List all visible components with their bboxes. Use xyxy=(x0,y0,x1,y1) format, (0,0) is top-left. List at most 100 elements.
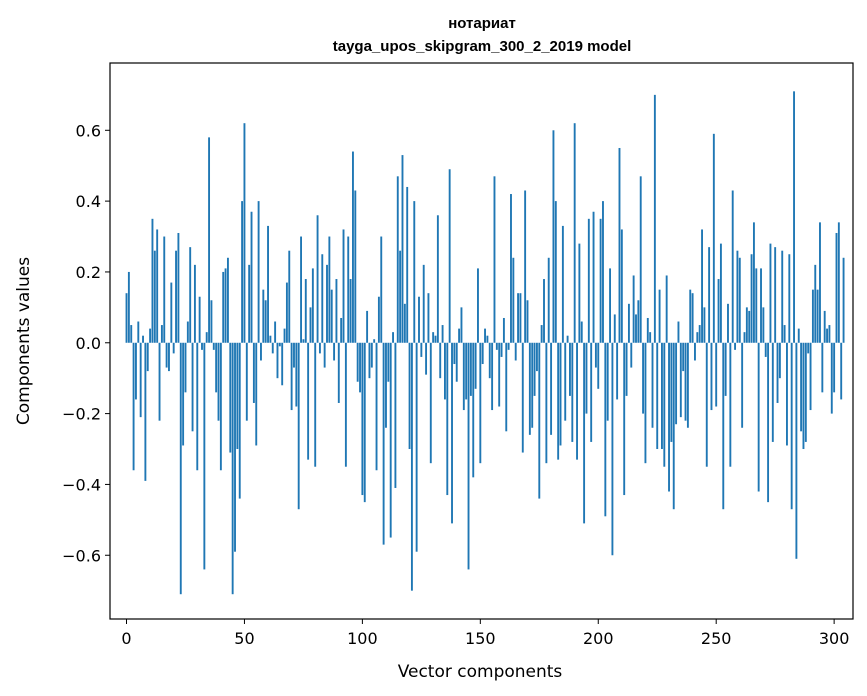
bar-245 xyxy=(703,307,706,343)
bar-137 xyxy=(448,169,451,343)
bar-171 xyxy=(528,342,531,435)
bar-244 xyxy=(701,229,703,343)
chart-subtitle: tayga_upos_skipgram_300_2_2019 model xyxy=(333,38,632,55)
bar-271 xyxy=(764,342,767,357)
bar-228 xyxy=(663,342,666,467)
bar-27 xyxy=(189,247,192,343)
bar-64 xyxy=(276,342,279,379)
bar-209 xyxy=(618,147,621,343)
bar-153 xyxy=(486,335,489,343)
bar-112 xyxy=(389,342,392,538)
bar-35 xyxy=(208,137,211,343)
bar-127 xyxy=(425,342,428,375)
bar-69 xyxy=(288,250,291,343)
bar-139 xyxy=(453,342,456,365)
y-axis-ticks: −0.6 −0.4 −0.2 0.0 0.2 0.4 0.6 xyxy=(62,121,110,565)
bar-151 xyxy=(481,342,484,365)
bar-140 xyxy=(455,342,458,382)
bar-66 xyxy=(281,342,284,386)
bar-24 xyxy=(182,342,185,446)
bar-176 xyxy=(540,325,543,343)
bar-242 xyxy=(696,332,699,343)
bar-233 xyxy=(675,342,678,425)
bar-226 xyxy=(658,289,661,343)
bar-85 xyxy=(326,264,328,343)
bar-105 xyxy=(373,339,376,343)
bar-42 xyxy=(224,268,227,343)
bar-262 xyxy=(743,332,746,343)
bars-group xyxy=(125,91,845,595)
bar-195 xyxy=(585,342,588,414)
bar-3 xyxy=(132,342,135,471)
bar-75 xyxy=(302,339,305,343)
bar-11 xyxy=(151,218,154,343)
bar-81 xyxy=(316,215,319,343)
bar-30 xyxy=(196,342,199,471)
bar-231 xyxy=(670,342,673,442)
bar-219 xyxy=(642,342,645,414)
bar-201 xyxy=(599,218,602,343)
bar-44 xyxy=(229,342,232,453)
x-tick-label: 50 xyxy=(234,629,254,648)
bar-265 xyxy=(750,254,753,343)
bar-234 xyxy=(677,321,680,343)
bar-15 xyxy=(160,325,163,343)
bar-84 xyxy=(323,342,326,368)
bar-73 xyxy=(297,342,300,510)
x-tick-label: 100 xyxy=(347,629,378,648)
y-tick-label: 0.4 xyxy=(76,192,101,211)
bar-134 xyxy=(441,325,444,343)
bar-82 xyxy=(318,342,321,354)
bar-210 xyxy=(620,229,623,343)
bar-143 xyxy=(462,342,465,411)
bar-107 xyxy=(377,296,380,343)
bar-235 xyxy=(679,342,682,418)
bar-253 xyxy=(722,342,725,510)
bar-12 xyxy=(153,250,156,343)
bar-281 xyxy=(788,254,791,343)
y-tick-label: −0.2 xyxy=(62,405,101,424)
y-tick-label: 0.2 xyxy=(76,263,101,282)
y-tick-label: 0.6 xyxy=(76,121,101,140)
bar-21 xyxy=(175,250,177,343)
bar-90 xyxy=(337,342,340,403)
bar-34 xyxy=(205,332,208,343)
bar-280 xyxy=(786,342,788,446)
bar-193 xyxy=(580,321,583,343)
bar-246 xyxy=(705,342,708,467)
bar-251 xyxy=(717,279,720,343)
bar-250 xyxy=(715,342,718,407)
bar-149 xyxy=(477,268,479,343)
bar-240 xyxy=(691,293,694,343)
bar-213 xyxy=(627,303,630,343)
bar-212 xyxy=(625,342,628,396)
bar-221 xyxy=(646,317,649,343)
bar-45 xyxy=(231,342,234,595)
bar-40 xyxy=(219,342,222,471)
bar-222 xyxy=(649,332,652,343)
bar-225 xyxy=(656,342,659,450)
bar-259 xyxy=(736,250,739,343)
bar-157 xyxy=(495,342,498,350)
bar-232 xyxy=(672,342,675,510)
bar-104 xyxy=(370,342,373,368)
bar-136 xyxy=(446,342,449,496)
bar-37 xyxy=(212,342,215,350)
bar-9 xyxy=(146,342,149,372)
bar-227 xyxy=(661,342,663,450)
bar-152 xyxy=(484,328,486,343)
bar-117 xyxy=(401,155,404,343)
bar-165 xyxy=(514,342,517,361)
bar-131 xyxy=(434,335,437,343)
bar-26 xyxy=(186,321,189,343)
bar-261 xyxy=(741,342,744,428)
bar-191 xyxy=(576,342,578,460)
bar-53 xyxy=(250,211,253,343)
bar-241 xyxy=(694,342,696,361)
bar-298 xyxy=(828,325,831,343)
bar-286 xyxy=(800,342,803,432)
bar-293 xyxy=(816,289,819,343)
bar-109 xyxy=(382,342,385,545)
bar-59 xyxy=(264,300,267,343)
